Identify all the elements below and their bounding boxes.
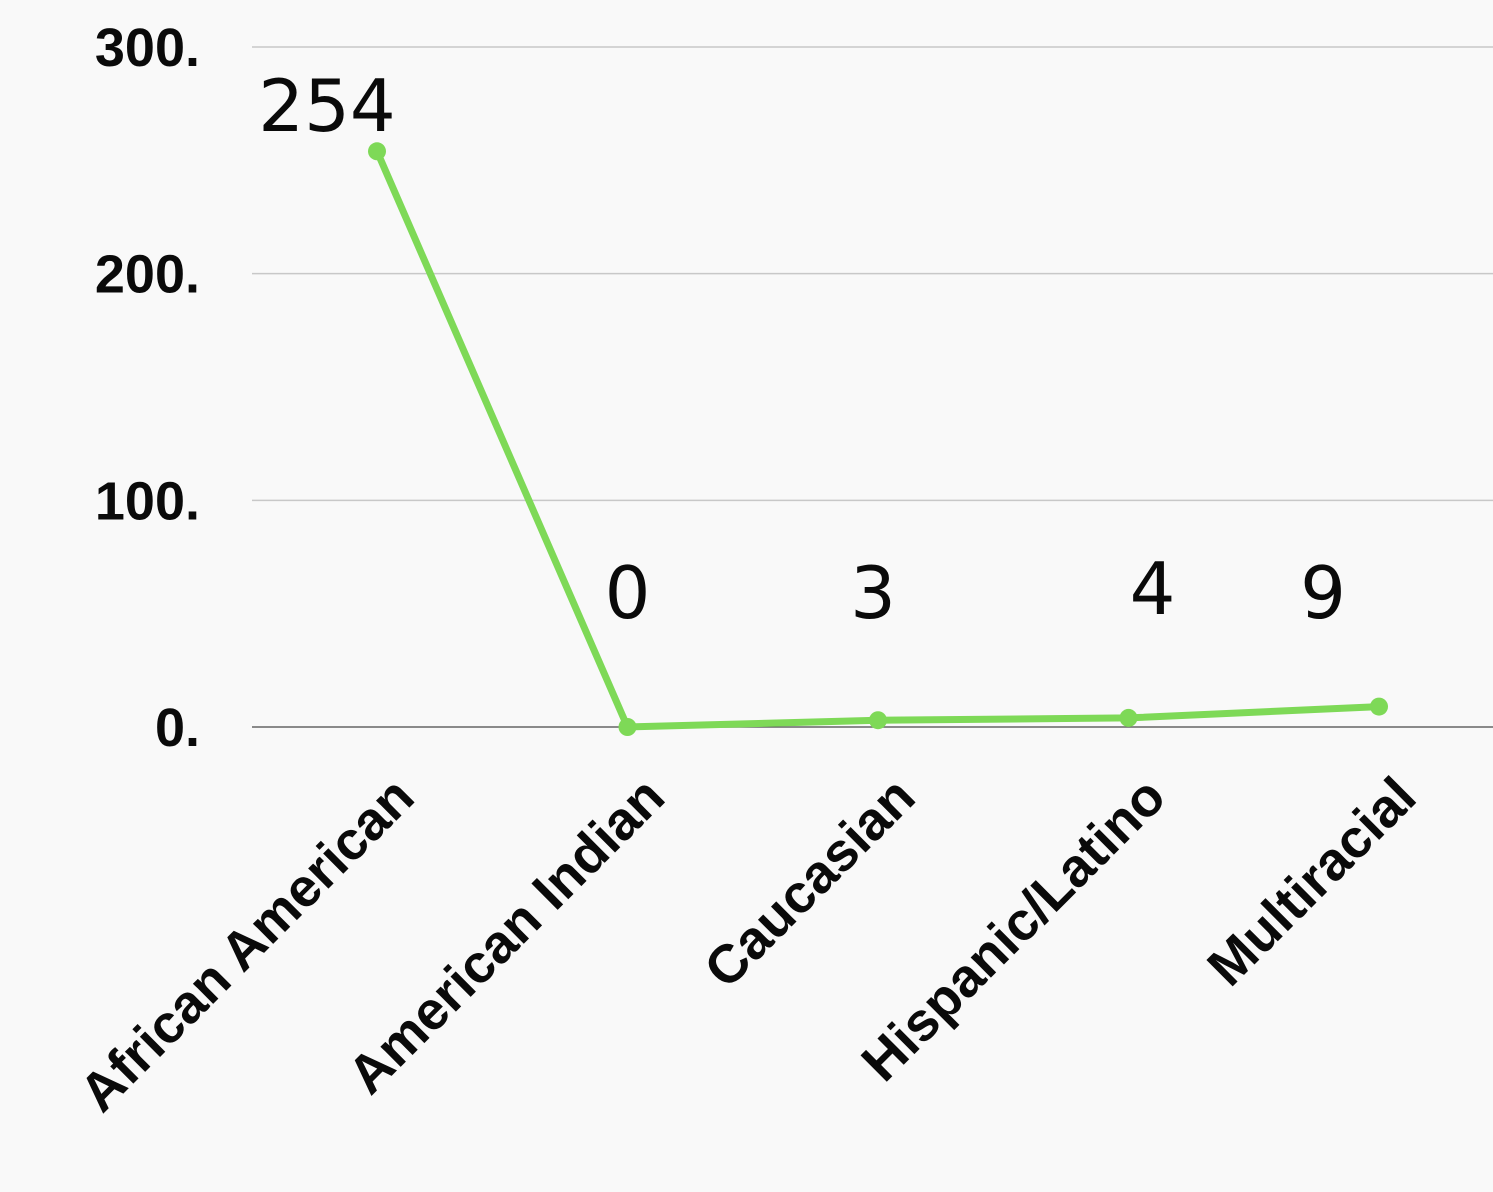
series-line <box>373 147 1383 731</box>
data-label: 9 <box>1300 551 1346 635</box>
y-axis-tick-labels: 0. 100. 200. 300. <box>95 18 200 758</box>
data-label: 3 <box>850 551 896 635</box>
data-labels: 254 0 3 4 9 <box>258 64 1346 635</box>
data-label: 0 <box>605 551 651 635</box>
data-point <box>1370 697 1388 716</box>
data-point <box>869 711 887 730</box>
data-label: 4 <box>1130 547 1176 631</box>
y-tick-label: 300. <box>95 18 200 78</box>
data-point <box>1119 708 1138 727</box>
data-point <box>368 142 386 161</box>
y-tick-label: 200. <box>95 245 200 305</box>
data-points <box>368 142 1388 736</box>
data-label: 254 <box>258 64 395 148</box>
x-category-label: Multiracial <box>1196 766 1427 997</box>
data-point <box>618 718 637 736</box>
y-tick-label: 100. <box>95 471 200 531</box>
series-line-layer <box>373 147 1383 731</box>
y-tick-label: 0. <box>155 698 200 758</box>
x-category-label: Caucasian <box>693 766 926 999</box>
